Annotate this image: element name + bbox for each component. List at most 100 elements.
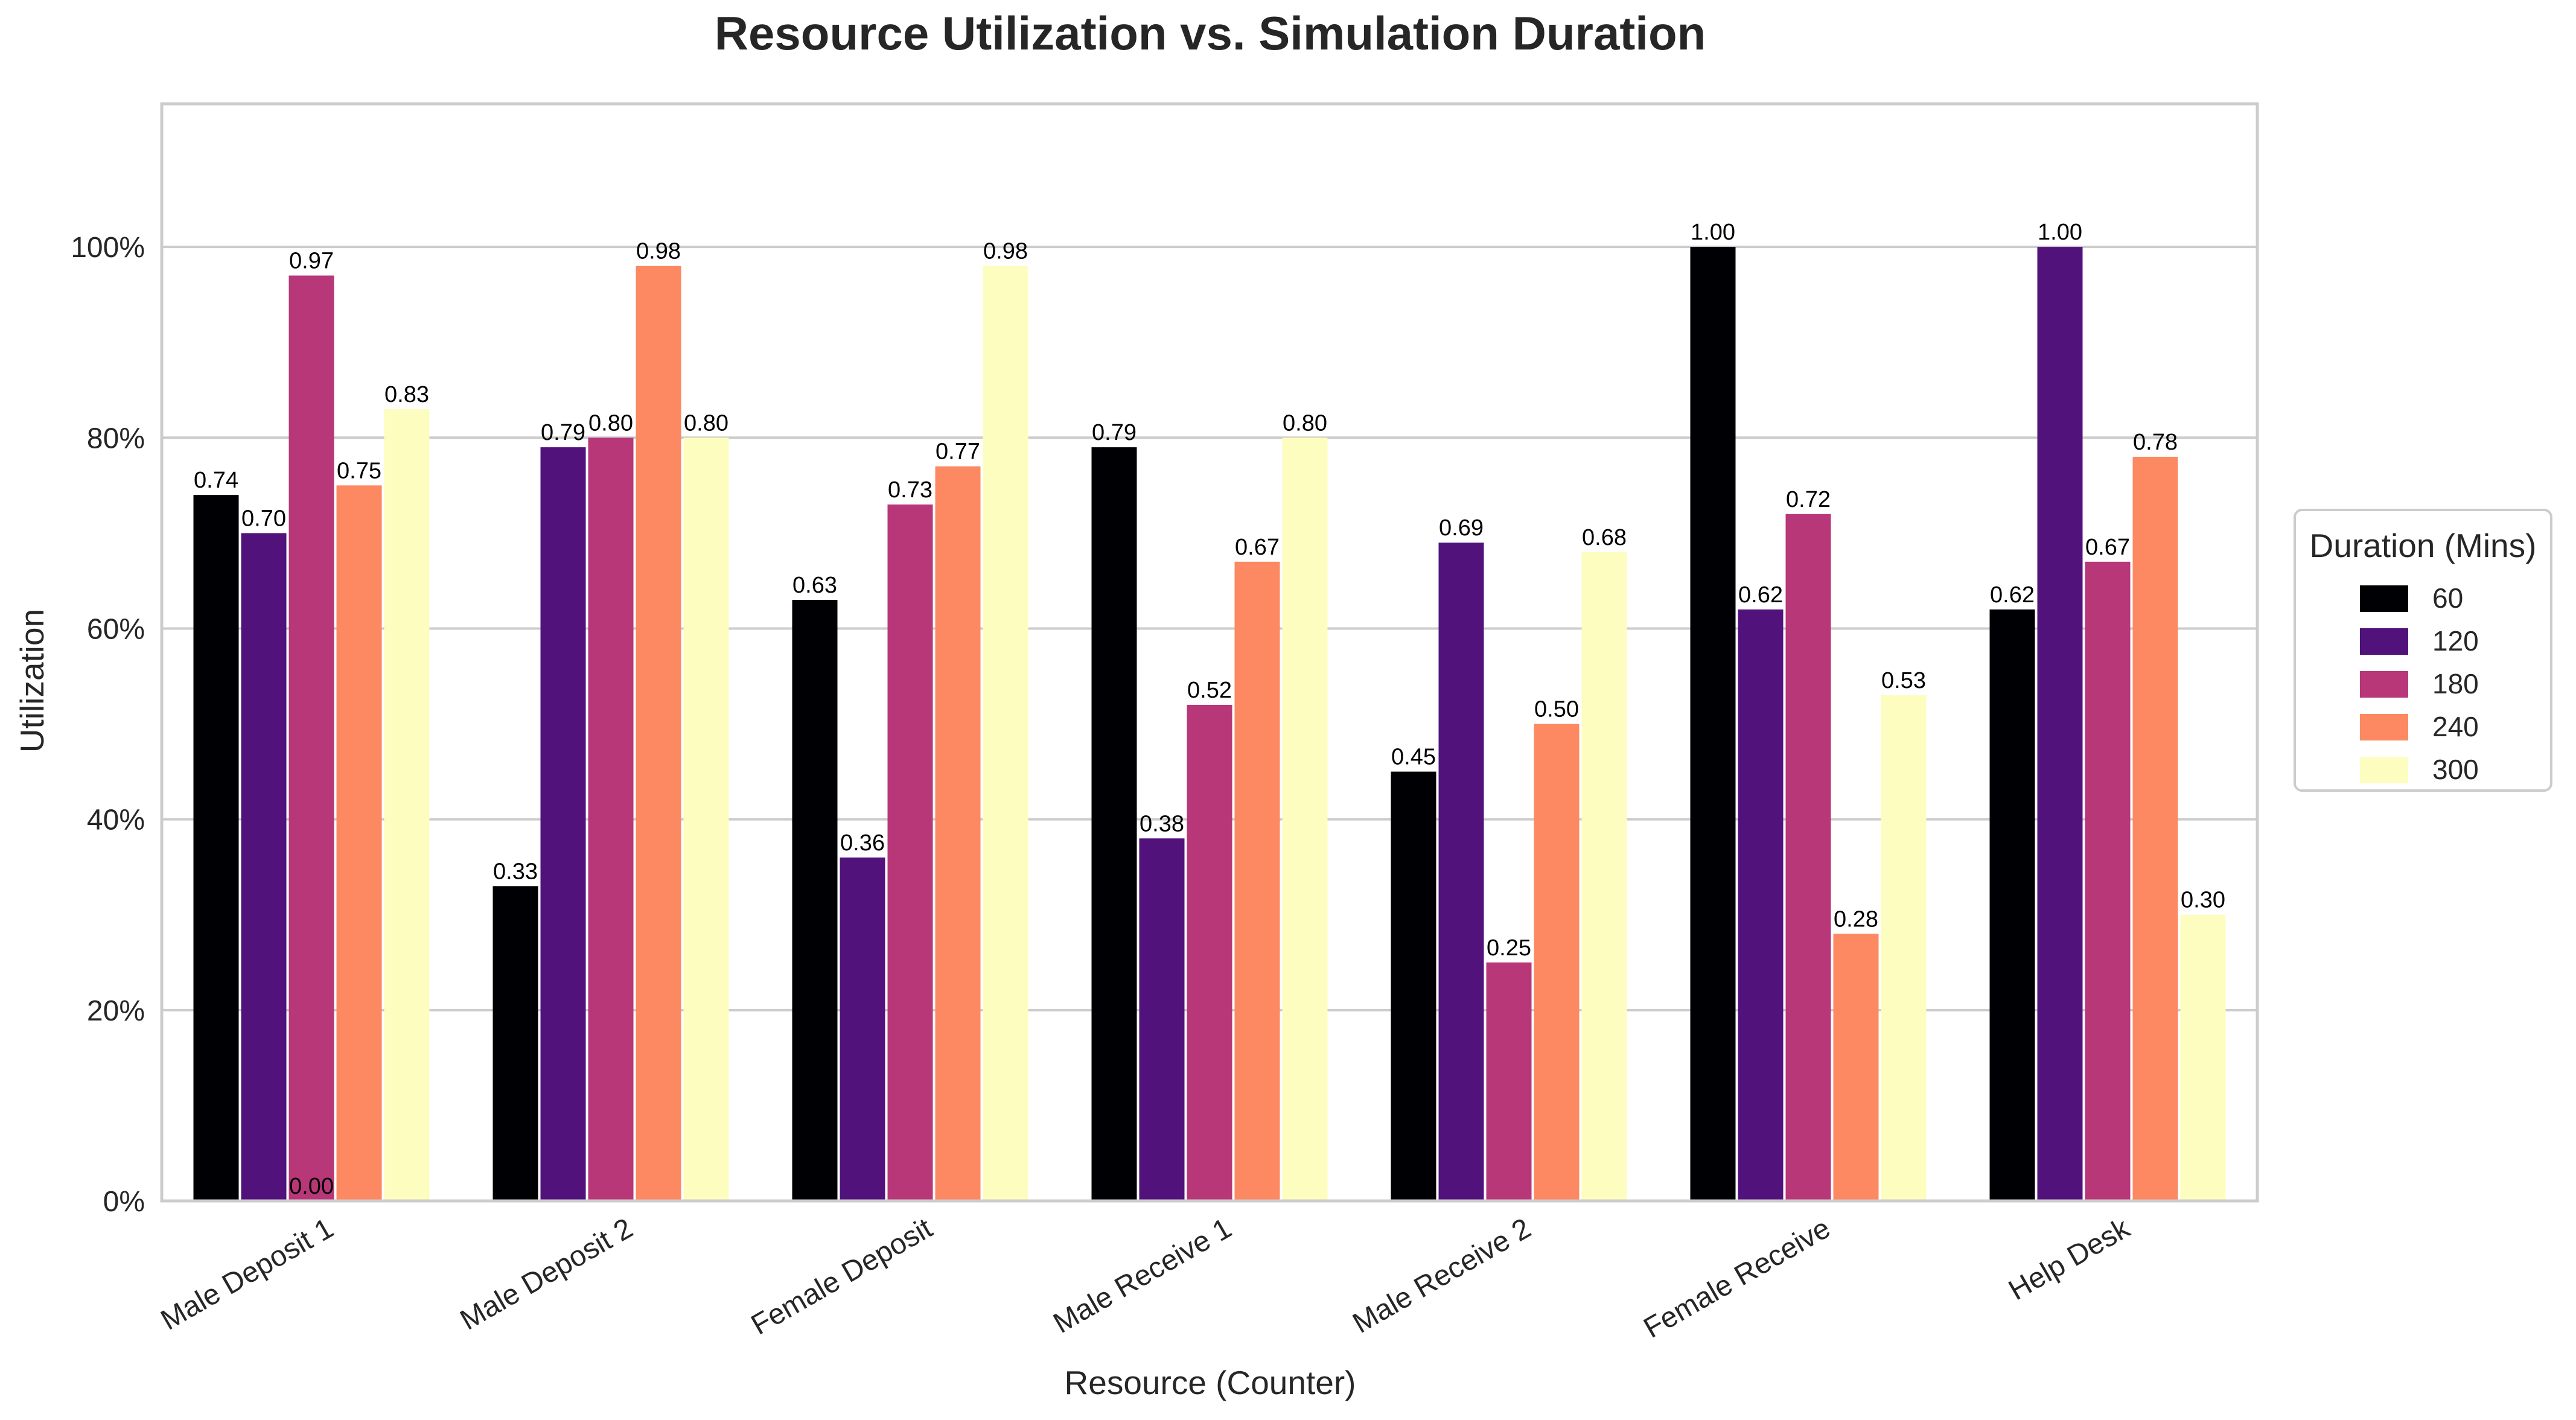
x-tick-label: Male Deposit 2 xyxy=(455,1212,639,1337)
legend-swatch-60 xyxy=(2360,585,2408,612)
plot-frame xyxy=(160,102,2259,1203)
bar-male-deposit-1-120 xyxy=(241,533,287,1201)
x-tick-label: Male Receive 2 xyxy=(1347,1212,1536,1340)
value-label: 0.98 xyxy=(983,239,1028,264)
value-label: 0.73 xyxy=(888,477,933,503)
value-label: 1.00 xyxy=(2038,220,2082,245)
bar-help-desk-120 xyxy=(2037,247,2083,1202)
chart-title: Resource Utilization vs. Simulation Dura… xyxy=(715,7,1706,60)
value-label: 0.67 xyxy=(1235,535,1280,560)
y-tick-label: 0% xyxy=(103,1186,145,1218)
bar-male-deposit-2-180 xyxy=(588,438,634,1201)
annotation-label: 0.00 xyxy=(289,1174,334,1199)
value-label: 0.97 xyxy=(289,249,334,274)
bar-male-receive-1-180 xyxy=(1187,704,1232,1201)
bar-female-deposit-180 xyxy=(887,504,933,1201)
value-label: 0.38 xyxy=(1140,811,1184,836)
value-label: 0.67 xyxy=(2085,535,2130,560)
value-label: 0.80 xyxy=(1283,410,1327,436)
bar-female-deposit-60 xyxy=(792,600,838,1201)
bar-female-receive-120 xyxy=(1738,609,1784,1201)
value-label: 0.62 xyxy=(1738,582,1783,608)
value-label: 0.78 xyxy=(2133,430,2178,455)
bar-female-receive-180 xyxy=(1785,514,1831,1201)
bar-male-receive-2-120 xyxy=(1438,543,1484,1202)
bar-female-receive-60 xyxy=(1690,247,1736,1202)
bar-help-desk-240 xyxy=(2132,456,2178,1201)
bar-female-receive-240 xyxy=(1833,934,1879,1201)
bar-male-receive-2-60 xyxy=(1391,771,1436,1201)
legend-label: 300 xyxy=(2432,754,2479,785)
bar-male-receive-2-240 xyxy=(1534,724,1580,1201)
value-label: 0.72 xyxy=(1786,487,1831,512)
y-axis-label: Utilization xyxy=(13,609,51,753)
legend-swatch-300 xyxy=(2360,757,2408,783)
value-label: 0.79 xyxy=(1092,420,1137,445)
bar-male-receive-1-300 xyxy=(1282,438,1328,1201)
bar-male-deposit-2-60 xyxy=(493,886,538,1201)
value-label: 0.75 xyxy=(337,458,381,483)
y-axis-ticks: 0% 20% 40% 60% 80% 100% xyxy=(71,232,145,1218)
y-tick-label: 60% xyxy=(87,613,145,645)
y-tick-label: 40% xyxy=(87,804,145,836)
value-label: 0.62 xyxy=(1990,582,2035,608)
x-tick-label: Male Deposit 1 xyxy=(156,1212,339,1337)
bar-female-deposit-300 xyxy=(983,266,1028,1202)
x-axis-ticks: Male Deposit 1 Male Deposit 2 Female Depos… xyxy=(156,1212,2136,1345)
y-tick-label: 100% xyxy=(71,232,145,264)
value-label: 0.80 xyxy=(588,410,633,436)
value-label: 0.70 xyxy=(241,506,286,531)
x-tick-label: Help Desk xyxy=(2003,1212,2135,1307)
value-label: 0.68 xyxy=(1582,525,1627,550)
value-label: 1.00 xyxy=(1691,220,1735,245)
value-label: 0.36 xyxy=(840,830,885,856)
value-label: 0.74 xyxy=(194,468,238,493)
value-label: 0.45 xyxy=(1391,745,1436,770)
bar-help-desk-180 xyxy=(2085,561,2131,1201)
value-label: 0.33 xyxy=(493,859,538,884)
legend-swatch-120 xyxy=(2360,628,2408,655)
value-label: 0.77 xyxy=(936,439,980,465)
value-label: 0.28 xyxy=(1834,906,1878,932)
bar-male-receive-1-60 xyxy=(1091,447,1137,1201)
bar-male-deposit-1-240 xyxy=(336,485,382,1201)
bar-male-deposit-1-180 xyxy=(289,275,334,1201)
x-axis-label: Resource (Counter) xyxy=(1065,1364,1356,1401)
value-label: 0.25 xyxy=(1487,935,1531,961)
legend-title: Duration (Mins) xyxy=(2310,527,2537,564)
value-label: 0.80 xyxy=(684,410,728,436)
value-label: 0.63 xyxy=(792,573,837,598)
value-label: 0.52 xyxy=(1187,678,1232,703)
y-tick-label: 80% xyxy=(87,422,145,454)
bar-male-deposit-2-300 xyxy=(683,438,729,1201)
bar-male-deposit-2-120 xyxy=(540,447,586,1201)
value-label: 0.30 xyxy=(2181,888,2225,913)
legend-swatch-180 xyxy=(2360,671,2408,698)
bar-male-deposit-2-240 xyxy=(636,266,681,1202)
value-label: 0.98 xyxy=(636,239,681,264)
legend-label: 240 xyxy=(2432,711,2479,742)
value-label: 0.50 xyxy=(1534,697,1579,722)
bar-male-deposit-1-60 xyxy=(193,495,239,1201)
bar-male-receive-2-300 xyxy=(1581,552,1627,1201)
bar-female-deposit-120 xyxy=(840,857,885,1201)
value-label: 0.83 xyxy=(384,382,429,407)
y-tick-label: 20% xyxy=(87,995,145,1027)
legend-box xyxy=(2294,509,2552,792)
bar-female-deposit-240 xyxy=(935,466,981,1201)
legend-label: 60 xyxy=(2432,582,2463,614)
x-tick-label: Female Deposit xyxy=(746,1212,938,1342)
value-label: 0.79 xyxy=(541,420,585,445)
legend-label: 120 xyxy=(2432,625,2479,657)
value-label: 0.53 xyxy=(1881,668,1926,693)
bar-male-receive-2-180 xyxy=(1486,962,1532,1201)
bar-male-receive-1-120 xyxy=(1139,838,1185,1201)
legend-items: 60 120 180 240 300 xyxy=(2360,582,2479,785)
bar-male-deposit-1-300 xyxy=(384,409,430,1202)
bar-help-desk-60 xyxy=(1989,609,2035,1201)
legend-swatch-240 xyxy=(2360,714,2408,740)
x-tick-label: Male Receive 1 xyxy=(1048,1212,1237,1340)
bar-female-receive-300 xyxy=(1881,695,1927,1201)
value-label: 0.69 xyxy=(1439,515,1484,541)
